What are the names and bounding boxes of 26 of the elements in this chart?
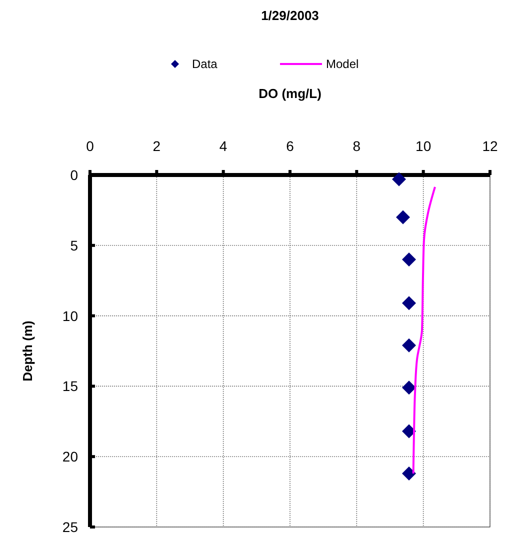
x-tick-label: 4 — [219, 138, 228, 154]
legend-label: Model — [326, 57, 359, 71]
x-tick-label: 6 — [286, 138, 294, 154]
x-axis-title: DO (mg/L) — [258, 86, 322, 101]
y-tick-label: 10 — [62, 308, 78, 324]
point — [402, 338, 416, 352]
point — [402, 424, 416, 438]
y-tick-label: 25 — [62, 519, 78, 535]
y-tick-label: 20 — [62, 448, 78, 465]
x-tick-label: 8 — [352, 138, 361, 154]
point — [396, 210, 410, 224]
point — [402, 252, 416, 266]
x-tick-label: 2 — [152, 138, 161, 154]
chart-title: 1/29/2003 — [261, 8, 319, 23]
y-tick-label: 0 — [70, 167, 78, 183]
x-tick-label: 10 — [416, 138, 432, 154]
point — [402, 296, 416, 310]
point — [392, 172, 406, 186]
point — [402, 466, 416, 480]
y-tick-label: 15 — [62, 378, 78, 394]
x-tick-label: 0 — [86, 138, 94, 154]
y-tick-label: 5 — [70, 237, 78, 254]
x-tick-label: 12 — [482, 138, 498, 154]
legend-label: Data — [192, 57, 218, 71]
y-axis-title: Depth (m) — [20, 320, 35, 382]
point — [402, 380, 416, 395]
